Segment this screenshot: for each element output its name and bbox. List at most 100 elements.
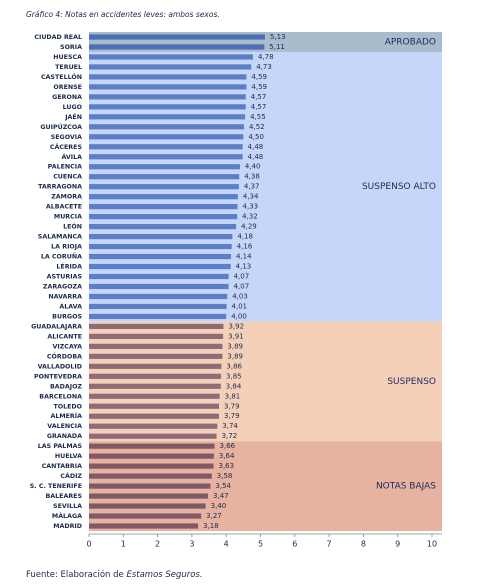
value-label: 4,52 [249, 123, 265, 131]
value-label: 4,48 [248, 143, 264, 151]
bar [89, 134, 244, 140]
category-label: ALMERÍA [50, 411, 82, 420]
category-label: JAÉN [64, 112, 82, 121]
bar [89, 64, 252, 70]
value-label: 3,89 [227, 352, 243, 360]
x-tick-label: 2 [155, 540, 160, 549]
value-label: 3,18 [203, 522, 219, 530]
value-label: 3,66 [220, 442, 236, 450]
category-label: LÉRIDA [56, 262, 82, 271]
value-label: 4,18 [237, 233, 253, 241]
x-tick-label: 7 [327, 540, 332, 549]
category-label: ÁVILA [61, 152, 82, 161]
value-label: 3,81 [225, 392, 241, 400]
value-label: 3,40 [211, 502, 227, 510]
bar [89, 263, 231, 270]
value-label: 5,13 [270, 33, 286, 41]
bar [89, 184, 239, 190]
bar [89, 54, 253, 60]
category-label: CIUDAD REAL [34, 34, 82, 41]
value-label: 4,33 [243, 203, 259, 211]
bar [89, 333, 224, 339]
value-label: 3,74 [222, 422, 238, 430]
x-tick-label: 3 [189, 540, 194, 549]
bar [89, 343, 223, 349]
category-label: MADRID [53, 523, 82, 530]
bar [89, 214, 238, 220]
band-label: APROBADO [385, 37, 436, 47]
x-tick-label: 5 [258, 540, 263, 549]
value-label: 4,07 [234, 282, 250, 290]
value-label: 4,59 [251, 73, 267, 81]
category-label: MURCIA [54, 214, 82, 221]
value-label: 3,47 [213, 492, 229, 500]
bar [89, 224, 237, 230]
value-label: 4,73 [256, 63, 272, 71]
value-label: 3,84 [226, 382, 242, 390]
category-label: LA RIOJA [51, 244, 82, 251]
bar [89, 473, 212, 479]
category-label: VALLADOLID [38, 363, 82, 370]
category-label: ALICANTE [47, 333, 82, 340]
category-label: BALEARES [45, 493, 82, 500]
category-label: VALENCIA [47, 423, 82, 430]
category-label: ALBACETE [46, 204, 82, 211]
bar [89, 383, 221, 389]
category-label: PALENCIA [48, 164, 82, 171]
bar [89, 393, 220, 399]
category-label: SALAMANCA [38, 234, 82, 241]
value-label: 4,16 [237, 243, 253, 251]
bar [89, 243, 232, 250]
bar [89, 493, 209, 499]
bar [89, 273, 229, 280]
bar [89, 303, 227, 310]
value-label: 3,86 [226, 362, 242, 370]
category-label: ASTURIAS [47, 274, 83, 281]
bar [89, 523, 199, 529]
value-label: 3,91 [228, 332, 244, 340]
value-label: 3,27 [206, 512, 222, 520]
value-label: 3,54 [215, 482, 231, 490]
category-label: PONTEVEDRA [34, 373, 82, 380]
category-label: BADAJOZ [50, 383, 82, 390]
bar [89, 283, 229, 290]
category-label: MÁLAGA [52, 511, 82, 520]
category-label: ZARAGOZA [43, 283, 82, 290]
bar [89, 463, 214, 469]
value-label: 4,29 [241, 223, 257, 231]
bar [89, 44, 265, 50]
value-label: 4,57 [251, 103, 267, 111]
value-label: 4,59 [251, 83, 267, 91]
value-label: 4,57 [251, 93, 267, 101]
value-label: 4,03 [232, 292, 248, 300]
category-label: CÓRDOBA [47, 351, 82, 360]
bars [89, 34, 265, 529]
category-label: GERONA [52, 94, 82, 101]
category-label: BURGOS [52, 313, 82, 320]
category-label: GUADALAJARA [31, 323, 82, 330]
category-label: CASTELLÓN [41, 72, 82, 81]
x-tick-label: 6 [292, 540, 297, 549]
band-label: NOTAS BAJAS [376, 482, 436, 492]
bar [89, 433, 217, 439]
category-label: CÁDIZ [60, 471, 82, 480]
value-label: 4,00 [231, 312, 247, 320]
category-label: ZAMORA [51, 194, 82, 201]
bar [89, 34, 265, 40]
bar [89, 114, 246, 120]
category-label: SORIA [60, 44, 82, 51]
value-label: 4,78 [258, 53, 274, 61]
value-label: 3,85 [226, 372, 242, 380]
x-tick-label: 9 [395, 540, 400, 549]
bar [89, 313, 227, 320]
category-label: ORENSE [53, 84, 82, 91]
band-label: SUSPENSO ALTO [362, 182, 436, 192]
value-label: 3,79 [224, 412, 240, 420]
category-label: CÁCERES [50, 142, 83, 151]
bar [89, 453, 214, 459]
source-prefix: Fuente: Elaboración de [26, 569, 126, 580]
bar [89, 363, 222, 369]
bar [89, 84, 247, 90]
band-label: SUSPENSO [387, 377, 436, 387]
